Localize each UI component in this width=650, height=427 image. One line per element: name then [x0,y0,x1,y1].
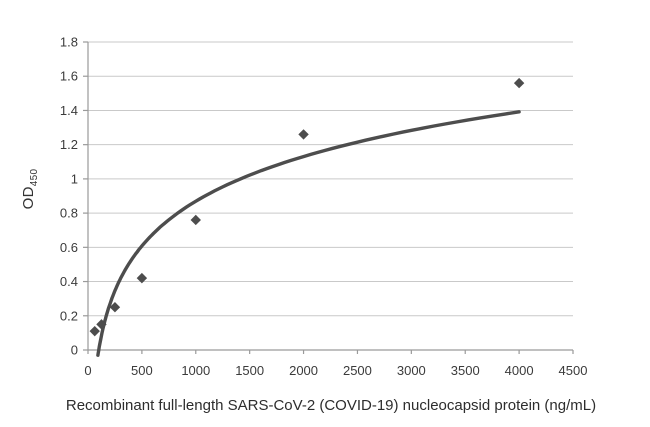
x-tick-label: 3500 [451,363,480,378]
y-tick-label: 0.8 [60,206,78,221]
data-point-marker [190,214,201,226]
y-tick-label: 1.8 [60,35,78,50]
y-tick-label: 0.6 [60,240,78,255]
y-tick-label: 1 [71,171,78,186]
data-point-marker [298,129,309,140]
y-tick-label: 0.4 [60,274,78,289]
y-tick-label: 1.6 [60,69,78,84]
data-point-marker [136,272,148,284]
y-tick-label: 0 [71,343,78,358]
x-tick-label: 3000 [397,363,426,378]
y-axis-title: OD450 [20,169,40,210]
x-tick-label: 0 [84,363,91,378]
x-tick-label: 4500 [559,363,588,378]
data-point-marker [109,302,121,313]
trendline-curve [96,110,521,357]
y-tick-label: 0.2 [60,308,78,323]
x-tick-label: 1500 [235,363,264,378]
y-tick-label: 1.2 [60,137,78,152]
data-point-marker [89,325,100,337]
y-axis-title-subscript: 450 [29,168,40,187]
x-tick-label: 2500 [343,363,372,378]
x-tick-label: 1000 [181,363,210,378]
y-axis-title-text: OD [20,186,37,210]
data-point-marker [96,319,107,330]
y-tick-label: 1.4 [60,103,78,118]
x-tick-label: 2000 [289,363,318,378]
x-axis-title: Recombinant full-length SARS-CoV-2 (COVI… [65,397,597,414]
data-point-marker [513,77,525,89]
x-tick-label: 4000 [505,363,534,378]
x-tick-label: 500 [131,363,153,378]
